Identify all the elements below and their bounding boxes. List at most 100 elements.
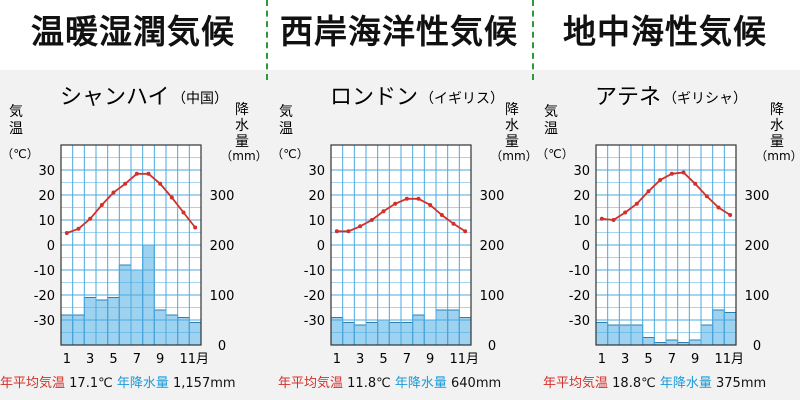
x-tick-label: 7 [403,352,411,367]
city-name: ロンドン [330,85,418,110]
precip-bar [700,324,714,346]
x-tick-label: 3 [356,352,364,367]
annual-summary: 年平均気温 18.8℃ 年降水量 375mm [543,372,800,391]
left-tick-label: 10 [573,214,590,229]
temperature-point [99,203,104,207]
temperature-point [193,225,198,230]
climate-chart-london: ロンドン （イギリス）気温（℃）降水量（mm）3020100-10-20-3030… [271,85,537,367]
temperature-point [463,229,468,234]
left-tick-label: -10 [34,264,55,279]
right-tick-label: 200 [480,239,505,254]
annual-temp-value: 11.8℃ [347,376,391,391]
right-axis-label-char: 水 [770,118,784,134]
temperature-point [64,231,69,235]
annual-summary: 年平均気温 11.8℃ 年降水量 640mm [278,372,558,391]
climate-title-2: 西岸海洋性気候 [280,12,518,51]
x-tick-label: 5 [109,352,117,367]
x-tick-label: 9 [426,352,434,367]
temperature-point [416,196,421,201]
right-tick-label: 0 [218,339,226,354]
temperature-point [369,218,374,222]
x-tick-label: 1 [63,352,71,367]
x-tick-label: 11月 [450,352,480,367]
temperature-point [451,221,456,226]
left-axis-label-char: 温 [9,121,23,137]
temperature-point [76,226,81,231]
right-axis-unit: （mm） [490,149,537,163]
annual-temp-label: 年平均気温 [543,376,609,391]
divider-1 [266,0,268,80]
precip-bar [642,337,655,346]
left-axis-label-char: 気 [544,104,558,120]
x-tick-label: 11月 [180,352,210,367]
plot-frame [595,144,737,346]
right-tick-label: 200 [745,239,770,254]
precip-bar [83,297,97,346]
right-axis-unit: （mm） [220,149,267,163]
right-tick-label: 0 [753,339,761,354]
temperature-point [439,213,444,217]
right-axis-label-char: 量 [235,134,249,150]
right-tick-label: 200 [210,239,235,254]
x-tick-label: 9 [691,352,699,367]
plot-frame [60,144,202,346]
temperature-line [66,172,196,234]
right-axis-label-char: 降 [770,102,784,118]
annual-prec-value: 1,157mm [173,376,236,391]
precip-bar [365,322,379,346]
city-name: アテネ [595,85,661,110]
precip-bar [107,297,120,346]
country-name: （中国） [172,91,228,107]
precip-bar [607,324,620,346]
climate-panel-shanghai: シャンハイ （中国）気温（℃）降水量（mm） 30 20 10 0 -10 -20 -30 300… [0,70,267,400]
country-name: （イギリス） [420,91,504,107]
left-axis-label-char: 気 [279,104,293,120]
temperature-line [601,171,731,221]
temperature-point [381,209,386,214]
temperature-point [704,194,709,199]
x-tick-label: 5 [644,352,652,367]
precip-bar [118,264,132,346]
precip-bar [723,312,737,346]
precip-bar [95,299,109,346]
precip-bar [342,322,355,346]
annual-temp-value: 17.1℃ [69,376,113,391]
x-tick-label: 9 [156,352,164,367]
temperature-point [169,195,174,200]
left-axis-unit: （℃） [1,147,38,161]
right-axis-label-char: 降 [505,102,519,118]
divider-2 [532,0,534,80]
left-tick-label: -10 [304,264,325,279]
precip-bar [618,324,632,346]
temperature-point [728,213,733,217]
left-tick-label: -30 [569,314,590,329]
precip-bar [153,309,167,346]
left-tick-label: 0 [317,239,325,254]
annual-temp-value: 18.8℃ [612,376,656,391]
temperature-point [88,216,93,221]
x-tick-label: 5 [379,352,387,367]
temperature-point [669,171,674,176]
right-tick-label: 0 [488,339,496,354]
right-axis-label-char: 降 [235,102,249,118]
left-axis-label-char: 温 [279,121,293,137]
precip-bar [388,322,402,346]
x-tick-label: 1 [333,352,341,367]
left-axis-label-char: 気 [9,104,23,120]
precip-bar [188,322,202,346]
temperature-point [111,190,116,195]
precip-bar [330,317,344,346]
right-axis-label-char: 水 [505,118,519,134]
right-axis-label-char: 量 [770,134,784,150]
precip-bar [400,322,414,346]
temperature-point [428,203,433,207]
temperature-point [393,201,398,206]
climate-panel-athens: アテネ （ギリシャ）気温（℃）降水量（mm） 30 20 10 0 -10 -20 -30 300… [535,70,800,400]
right-tick-label: 100 [480,289,505,304]
left-axis-unit: （℃） [536,147,573,161]
right-tick-label: 300 [210,189,235,204]
left-tick-label: -20 [304,289,325,304]
left-tick-label: -30 [304,314,325,329]
temperature-point [334,229,339,234]
temperature-point [646,189,651,194]
